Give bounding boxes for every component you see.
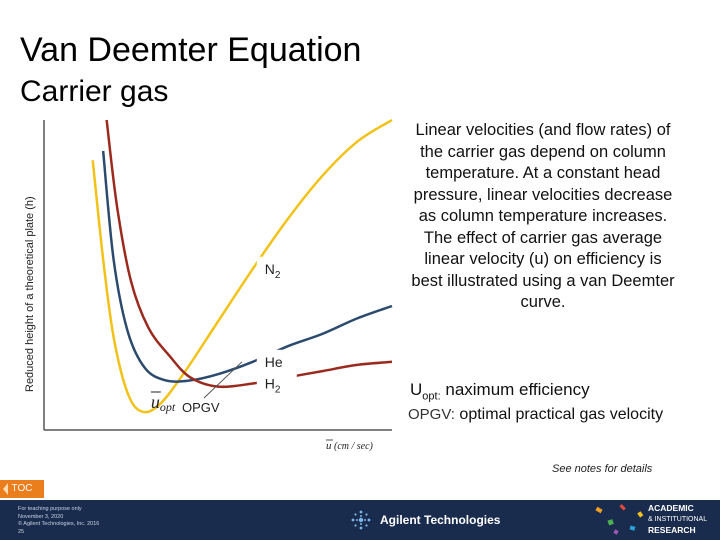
toc-button[interactable]: TOC xyxy=(0,480,44,498)
opgv-description: optimal practical gas velocity xyxy=(459,406,664,423)
series-label-text-n2: N2 xyxy=(265,261,281,281)
academic-confetti-icon xyxy=(595,504,644,535)
slide-title: Van Deemter Equation xyxy=(20,31,362,69)
uopt-annotation: uopt xyxy=(150,391,176,414)
footer-line-4: 25 xyxy=(18,528,25,535)
footer-line-3: © Agilent Technologies, Inc. 2016 xyxy=(18,521,100,527)
series-label-box-n2 xyxy=(256,256,297,281)
body-paragraph: Linear velocities (and flow rates) of th… xyxy=(411,121,675,311)
academic-line-1: ACADEMIC xyxy=(648,503,694,513)
van-deemter-chart: N2 He H2 uopt OPGV u (cm / sec) xyxy=(43,118,393,452)
academic-line-3: RESEARCH xyxy=(648,525,696,535)
uopt-subscript: opt: xyxy=(422,390,441,403)
series-line-he xyxy=(101,150,393,383)
uopt-letter: U xyxy=(410,380,423,399)
x-axis-units: (cm / sec) xyxy=(334,441,374,452)
agilent-brand: Agilent Technologies xyxy=(350,509,500,531)
opgv-annotation-text: OPGV xyxy=(182,400,220,415)
series-line-n2 xyxy=(91,118,393,414)
series-line-h2 xyxy=(105,119,393,389)
agilent-spark-icon xyxy=(351,510,371,530)
opgv-abbreviation: OPGV: xyxy=(408,406,455,423)
notes-hint: See notes for details xyxy=(552,463,653,475)
agilent-brand-name: Agilent Technologies xyxy=(380,513,501,527)
footer-line-1: For teaching purpose only xyxy=(18,506,82,512)
series-label-h2: H2 xyxy=(256,371,297,396)
opgv-leader-line xyxy=(203,361,243,399)
chart-label-layer: N2 He H2 uopt OPGV xyxy=(150,256,297,415)
x-axis-symbol: u xyxy=(326,440,332,452)
uopt-annotation-text: uopt xyxy=(151,392,176,414)
series-label-text-he: He xyxy=(265,354,283,370)
footer-legal: For teaching purpose only November 3, 20… xyxy=(18,506,99,536)
uopt-description: naximum efficiency xyxy=(445,380,590,399)
x-axis-title: u (cm / sec) xyxy=(326,439,374,452)
toc-label: TOC xyxy=(11,483,33,494)
academic-line-2: & INSTITUTIONAL xyxy=(648,516,708,523)
series-label-he: He xyxy=(256,349,297,374)
chart-series-layer xyxy=(91,118,393,414)
slide-subtitle: Carrier gas xyxy=(20,75,169,108)
uopt-definition: Uopt: naximum efficiency xyxy=(410,380,590,402)
series-label-box-he xyxy=(256,349,297,374)
opgv-annotation: OPGV xyxy=(182,361,243,415)
academic-research-logo: ACADEMIC & INSTITUTIONAL RESEARCH xyxy=(648,503,707,536)
series-label-box-h2 xyxy=(256,371,297,396)
series-label-text-h2: H2 xyxy=(265,376,281,396)
series-label-n2: N2 xyxy=(256,256,297,281)
footer-line-2: November 3, 2020 xyxy=(18,513,64,520)
opgv-definition: OPGV: optimal practical gas velocity xyxy=(408,406,663,424)
